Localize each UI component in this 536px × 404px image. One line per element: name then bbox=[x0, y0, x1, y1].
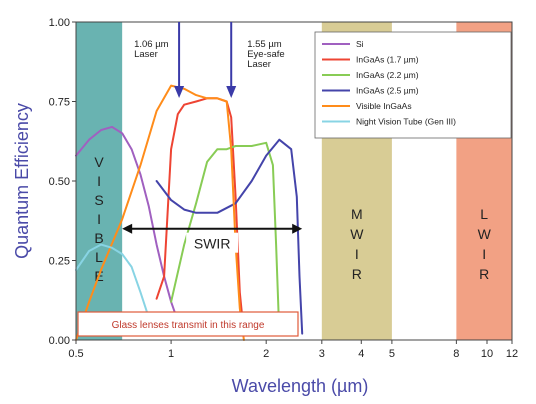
swir-range-arrow: SWIR bbox=[122, 223, 303, 253]
band-lwir-letter: R bbox=[479, 266, 489, 282]
glass-lens-note: Glass lenses transmit in this range bbox=[77, 311, 299, 337]
x-tick-label: 5 bbox=[389, 348, 395, 360]
y-tick-label: 0.50 bbox=[49, 176, 70, 188]
band-visible-letter: I bbox=[97, 211, 101, 227]
laser-label-1: Eye-safe bbox=[247, 49, 285, 60]
x-axis-ticks: 0.5 1 2 3 4 5 8 10 12 bbox=[68, 340, 518, 360]
laser-label-0: Laser bbox=[134, 49, 158, 60]
band-mwir-letter: R bbox=[352, 266, 362, 282]
laser-label-1: Laser bbox=[247, 59, 271, 70]
band-visible-letter: V bbox=[94, 154, 104, 170]
laser-arrow-head bbox=[226, 86, 237, 98]
note-box bbox=[77, 311, 299, 337]
band-visible-letter: I bbox=[97, 173, 101, 189]
y-axis-ticks: 0.00 0.25 0.50 0.75 1.00 bbox=[49, 17, 76, 347]
y-tick-label: 0.75 bbox=[49, 97, 70, 109]
y-tick-label: 1.00 bbox=[49, 17, 70, 29]
band-lwir-letter: L bbox=[480, 206, 488, 222]
legend-label-5: Night Vision Tube (Gen III) bbox=[356, 117, 456, 127]
x-tick-label: 12 bbox=[506, 348, 518, 360]
legend-box bbox=[314, 31, 512, 139]
x-tick-label: 4 bbox=[358, 348, 364, 360]
band-visible bbox=[76, 22, 123, 340]
series-line-3 bbox=[155, 138, 304, 335]
legend-label-1: InGaAs (1.7 µm) bbox=[356, 55, 419, 65]
band-mwir-letter: I bbox=[355, 246, 359, 262]
laser-arrow-head bbox=[174, 86, 185, 98]
y-axis-title: Quantum Efficiency bbox=[12, 103, 32, 259]
x-tick-label: 10 bbox=[481, 348, 493, 360]
band-visible-letter: B bbox=[94, 230, 103, 246]
legend: Si InGaAs (1.7 µm) InGaAs (2.2 µm) InGaAs (… bbox=[314, 31, 512, 139]
legend-label-0: Si bbox=[356, 39, 364, 49]
swir-label: SWIR bbox=[194, 236, 231, 252]
swir-arrow-right-head bbox=[292, 223, 303, 234]
x-tick-label: 0.5 bbox=[68, 348, 83, 360]
legend-label-2: InGaAs (2.2 µm) bbox=[356, 70, 419, 80]
x-tick-label: 2 bbox=[263, 348, 269, 360]
band-mwir-letter: M bbox=[351, 206, 363, 222]
band-lwir-letter: I bbox=[482, 246, 486, 262]
band-visible-letter: S bbox=[94, 192, 103, 208]
x-tick-label: 3 bbox=[319, 348, 325, 360]
swir-arrow-left-head bbox=[122, 223, 133, 234]
y-tick-label: 0.25 bbox=[49, 256, 70, 268]
legend-label-3: InGaAs (2.5 µm) bbox=[356, 86, 419, 96]
x-tick-label: 8 bbox=[453, 348, 459, 360]
band-mwir-letter: W bbox=[350, 226, 364, 242]
swir-label-background bbox=[186, 232, 239, 253]
band-lwir-letter: W bbox=[478, 226, 492, 242]
legend-label-4: Visible InGaAs bbox=[356, 101, 412, 111]
data-series bbox=[75, 84, 304, 341]
band-visible-letter: L bbox=[95, 249, 103, 265]
note-text: Glass lenses transmit in this range bbox=[112, 320, 265, 331]
series-line-5 bbox=[75, 243, 158, 335]
x-tick-label: 1 bbox=[168, 348, 174, 360]
series-line-4 bbox=[75, 84, 245, 341]
x-axis-title: Wavelength (µm) bbox=[232, 376, 369, 396]
y-tick-label: 0.00 bbox=[49, 335, 70, 347]
laser-label-1: 1.55 µm bbox=[247, 39, 282, 50]
laser-label-0: 1.06 µm bbox=[134, 39, 169, 50]
